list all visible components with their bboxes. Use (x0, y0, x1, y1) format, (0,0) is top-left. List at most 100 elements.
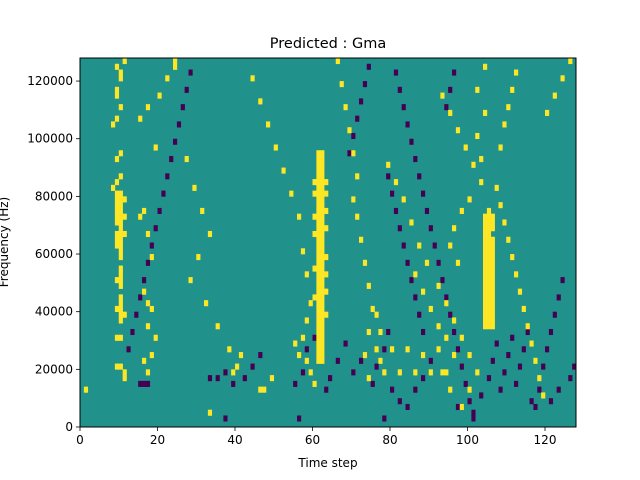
y-axis: 0 20000 40000 60000 80000 100000 120000 (27, 74, 80, 434)
heatmap-cell-high (118, 277, 123, 284)
heatmap-cell-high (486, 277, 492, 284)
heatmap-cell-high (250, 75, 255, 82)
heatmap-cell-high (118, 230, 123, 238)
heatmap-cell-high (483, 254, 488, 261)
heatmap-cell-high (316, 328, 321, 336)
heatmap-cell-low (529, 398, 534, 405)
heatmap-cell-high (397, 369, 402, 376)
heatmap-cell-high (506, 104, 511, 111)
heatmap-cell-high (428, 305, 433, 312)
heatmap-cell-high (114, 207, 120, 214)
heatmap-cell-high (486, 323, 492, 330)
heatmap-cell-high (304, 271, 309, 278)
heatmap-cell-low (401, 242, 406, 249)
heatmap-cell-high (455, 127, 461, 134)
heatmap-cell-high (483, 225, 488, 232)
heatmap-cell-low (393, 207, 399, 214)
heatmap-cell-high (118, 254, 123, 261)
heatmap-cell-high (320, 259, 325, 266)
heatmap-cell-high (475, 369, 480, 376)
heatmap-cell-high (370, 305, 375, 312)
heatmap-cell-low (572, 363, 577, 370)
heatmap-cell-high (409, 219, 414, 226)
heatmap-cell-low (521, 346, 526, 353)
plot-frame (79, 57, 577, 428)
heatmap-cell-high (138, 115, 143, 122)
heatmap-cell-high (533, 357, 538, 364)
heatmap-cell-high (235, 363, 240, 370)
heatmap-cell-high (207, 230, 213, 238)
heatmap-cell-high (490, 265, 495, 272)
heatmap-cell-high (308, 300, 313, 307)
heatmap-cell-high (145, 104, 151, 111)
heatmap-cell-high (320, 156, 325, 163)
heatmap-cell-high (297, 352, 302, 359)
heatmap-cell-high (316, 230, 321, 238)
heatmap-cell-high (312, 230, 317, 238)
heatmap-cell-low (401, 104, 406, 111)
heatmap-cell-high (118, 300, 123, 307)
heatmap-cell-high (483, 300, 488, 307)
x-tick-label: 60 (305, 433, 320, 447)
heatmap-cell-high (320, 357, 325, 364)
heatmap-cell-low (428, 225, 433, 232)
heatmap-cell-high (393, 179, 399, 186)
heatmap-cell-low (351, 369, 356, 376)
heatmap-cell-high (467, 196, 472, 203)
heatmap-cell-high (316, 254, 321, 261)
heatmap-cell-high (347, 127, 352, 134)
heatmap-cell-low (548, 328, 554, 336)
heatmap-cell-high (118, 282, 123, 289)
heatmap-cell-low (138, 380, 143, 387)
heatmap-cell-high (483, 323, 488, 330)
heatmap-cell-high (483, 305, 488, 312)
heatmap-cell-high (114, 92, 120, 99)
y-tick-label: 60000 (35, 247, 73, 261)
heatmap-cell-high (405, 346, 410, 353)
heatmap-cell-low (498, 386, 503, 393)
heatmap-cell-high (452, 352, 457, 359)
heatmap-cell-high (304, 357, 309, 364)
heatmap-cell-high (463, 144, 468, 151)
heatmap-cell-high (486, 213, 492, 220)
heatmap-cell-low (413, 294, 418, 301)
heatmap-cell-low (293, 380, 298, 387)
heatmap-cell-low (417, 173, 422, 180)
heatmap-cell-low (413, 156, 418, 163)
heatmap-cell-high (362, 352, 368, 359)
heatmap-cell-high (440, 92, 445, 99)
heatmap-cell-high (378, 328, 383, 336)
heatmap-cell-high (490, 219, 495, 226)
heatmap-cell-high (320, 213, 325, 220)
heatmap-cell-low (517, 363, 523, 370)
heatmap-cell-low (250, 363, 255, 370)
heatmap-cell-high (324, 288, 329, 295)
heatmap-cell-low (421, 190, 426, 197)
heatmap-cell-high (316, 340, 321, 347)
heatmap-cell-high (215, 323, 220, 330)
heatmap-cell-low (304, 346, 309, 353)
heatmap-cell-high (320, 277, 325, 284)
heatmap-cell-low (328, 375, 333, 382)
heatmap-cell-high (316, 311, 321, 318)
heatmap-cell-high (320, 190, 325, 197)
heatmap-cell-high (490, 259, 495, 266)
heatmap-cell-high (483, 248, 488, 255)
y-tick-label: 0 (65, 420, 73, 434)
heatmap-cell-high (498, 202, 503, 209)
heatmap-cell-low (231, 380, 236, 387)
heatmap-cell-low (452, 328, 457, 336)
heatmap-cell-high (320, 219, 325, 226)
heatmap-cell-high (173, 58, 178, 65)
heatmap-cell-low (188, 69, 193, 76)
heatmap-cell-low (355, 115, 360, 122)
heatmap-cell-high (498, 144, 503, 151)
heatmap-cell-high (374, 346, 379, 353)
heatmap-cell-high (486, 248, 492, 255)
heatmap-cell-low (242, 375, 247, 382)
heatmap-cell-high (320, 271, 325, 278)
heatmap-cell-high (320, 294, 325, 301)
heatmap-cell-high (483, 213, 488, 220)
heatmap-cell-high (320, 196, 325, 203)
